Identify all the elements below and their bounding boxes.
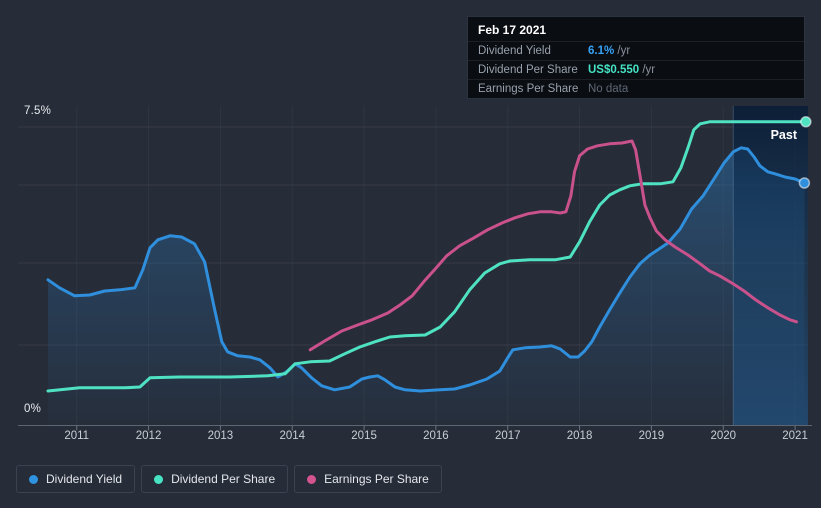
legend-label: Dividend Per Share <box>171 472 276 486</box>
tooltip-label: Dividend Yield <box>478 45 551 57</box>
x-tick-label-2014: 2014 <box>279 430 306 442</box>
x-tick-label-2016: 2016 <box>423 430 449 442</box>
tooltip-value-dividend-per-share: US$0.550 <box>588 64 640 76</box>
x-tick-label-2019: 2019 <box>638 430 665 442</box>
dividend_per_share-end-marker <box>800 116 812 128</box>
earnings-per-share-dot-icon <box>307 474 317 484</box>
tooltip-row-earnings-per-share: Earnings Per Share No data <box>468 79 804 98</box>
dividend-yield-dot-icon <box>29 474 38 484</box>
tooltip-row-dividend-per-share: Dividend Per Share US$0.550 /yr <box>468 60 804 79</box>
tooltip-label: Earnings Per Share <box>478 83 579 95</box>
x-tick-label-2020: 2020 <box>710 430 737 442</box>
x-tick-label-2015: 2015 <box>351 430 377 442</box>
dividend_yield-end-marker <box>798 177 811 189</box>
tooltip-value-dividend-yield: 6.1% <box>588 45 615 57</box>
dividend-per-share-dot-icon <box>154 474 164 484</box>
tooltip-row-dividend-yield: Dividend Yield 6.1% /yr <box>468 41 804 60</box>
tooltip-suffix: /yr <box>614 45 631 57</box>
x-tick-label-2018: 2018 <box>566 430 593 442</box>
tooltip-value-earnings-per-share: No data <box>588 83 629 95</box>
past-label: Past <box>770 128 797 142</box>
legend-item-dividend-yield[interactable]: Dividend Yield <box>16 465 136 493</box>
dividend_yield-line <box>46 146 806 393</box>
x-tick-label-2021: 2021 <box>782 430 808 442</box>
legend-item-earnings-per-share[interactable]: Earnings Per Share <box>294 465 442 493</box>
y-axis-label-min: 0% <box>24 403 42 415</box>
earnings_per_share-line <box>308 139 798 352</box>
x-tick-label-2011: 2011 <box>64 430 90 442</box>
tooltip: Feb 17 2021 Dividend Yield 6.1% /yr Divi… <box>467 16 805 99</box>
tooltip-date: Feb 17 2021 <box>478 23 547 37</box>
tooltip-suffix: /yr <box>639 64 656 76</box>
y-axis-label-max: 7.5% <box>24 105 52 117</box>
x-tick-label-2017: 2017 <box>494 430 521 442</box>
tooltip-label: Dividend Per Share <box>478 64 578 76</box>
dividend_per_share-line <box>46 120 808 393</box>
past-band <box>733 106 808 426</box>
x-tick-label-2013: 2013 <box>207 430 234 442</box>
legend: Dividend Yield Dividend Per Share Earnin… <box>16 465 442 493</box>
x-tick-label-2012: 2012 <box>135 430 162 442</box>
legend-label: Dividend Yield <box>46 472 123 486</box>
dividend-yield-area <box>48 147 805 428</box>
legend-label: Earnings Per Share <box>324 472 429 486</box>
legend-item-dividend-per-share[interactable]: Dividend Per Share <box>141 465 289 493</box>
